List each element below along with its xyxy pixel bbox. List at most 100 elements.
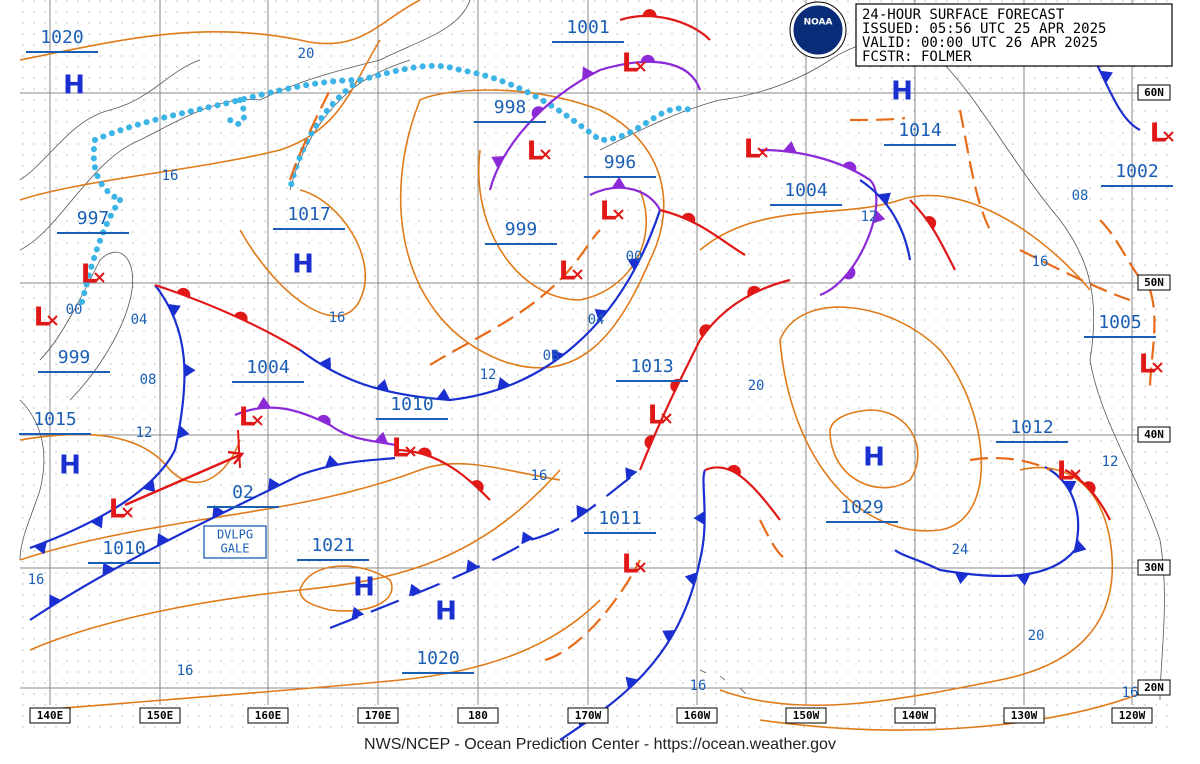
cold-symbol xyxy=(877,192,891,206)
warm-symbol xyxy=(471,480,484,492)
logo-text: NOAA xyxy=(804,18,833,28)
low-center: L xyxy=(622,49,639,79)
header-line: ISSUED: 05:56 UTC 25 APR 2025 xyxy=(862,21,1106,37)
warning-text: GALE xyxy=(221,542,250,556)
cold-symbol xyxy=(872,209,886,224)
lon-label: 160W xyxy=(684,709,711,722)
isobar-label: 00 xyxy=(626,249,643,265)
front xyxy=(1064,469,1111,521)
isobar-label: 12 xyxy=(1102,454,1119,470)
header-box xyxy=(855,3,1173,67)
dot-grid xyxy=(20,0,1170,728)
front xyxy=(488,60,702,191)
header-line: VALID: 00:00 UTC 26 APR 2025 xyxy=(862,35,1098,51)
warm-symbol xyxy=(843,161,857,172)
warm-symbol xyxy=(670,378,681,393)
lon-label: 150E xyxy=(147,709,174,722)
cold-symbol xyxy=(1016,573,1031,586)
front xyxy=(759,148,878,297)
front xyxy=(154,283,301,351)
ice-edge xyxy=(77,62,693,313)
arrow-head xyxy=(227,450,245,465)
isobar-label: 08 xyxy=(140,372,157,388)
cold-symbol xyxy=(954,572,969,585)
pressure-label: 1005 xyxy=(1098,312,1141,333)
lon-label-box xyxy=(1111,707,1153,724)
warm-symbol xyxy=(234,311,248,322)
cold-symbol xyxy=(684,572,698,586)
isobar-label: 08 xyxy=(543,348,560,364)
high-center: H xyxy=(292,250,314,280)
isobar-label: 12 xyxy=(136,425,153,441)
pressure-label: 1010 xyxy=(390,394,433,415)
lat-label-box xyxy=(1137,679,1171,696)
pressure-label: 999 xyxy=(505,219,538,240)
front xyxy=(234,406,396,447)
warning-box xyxy=(203,525,267,559)
lat-label-box xyxy=(1137,559,1171,576)
warm-symbol xyxy=(317,414,331,425)
pressure-label: 1014 xyxy=(898,120,941,141)
pressure-label: 1002 xyxy=(1115,161,1158,182)
lat-label: 20N xyxy=(1144,681,1164,694)
cold-symbol xyxy=(693,511,705,526)
isobar-label: 24 xyxy=(952,542,969,558)
low-mark xyxy=(613,209,624,220)
low-mark xyxy=(635,61,646,72)
front xyxy=(704,466,781,521)
noaa-logo xyxy=(790,2,846,58)
lat-label-box xyxy=(1137,426,1171,443)
warm-symbol xyxy=(925,216,937,229)
front xyxy=(859,179,912,261)
isobar-label: 04 xyxy=(131,312,148,328)
lon-label-box xyxy=(457,707,499,724)
cold-symbol xyxy=(267,477,281,491)
cold-symbol xyxy=(184,363,196,378)
low-mark xyxy=(572,269,583,280)
low-center: L xyxy=(239,403,256,433)
low-mark xyxy=(540,149,551,160)
pressure-label: 02 xyxy=(232,482,254,503)
cold-symbol xyxy=(611,176,626,188)
isobar-label: 16 xyxy=(531,468,548,484)
cold-symbol xyxy=(212,505,225,519)
pressure-label: 1004 xyxy=(784,180,827,201)
isobar-label: 00 xyxy=(66,302,83,318)
lon-label-box xyxy=(247,707,289,724)
cold-symbol xyxy=(1063,480,1077,493)
isobar-label: 20 xyxy=(1028,628,1045,644)
pressure-label: 997 xyxy=(77,208,110,229)
lat-label: 40N xyxy=(1144,428,1164,441)
low-mark xyxy=(757,147,768,158)
cold-symbol xyxy=(375,379,389,392)
isobar-label: 12 xyxy=(480,367,497,383)
low-center: L xyxy=(1150,119,1167,149)
lon-label: 120W xyxy=(1119,709,1146,722)
warm-symbol xyxy=(176,287,191,298)
lon-label-box xyxy=(567,707,609,724)
lat-label: 30N xyxy=(1144,561,1164,574)
cold-symbol xyxy=(177,425,190,439)
low-center: L xyxy=(622,550,639,580)
header-line: FCSTR: FOLMER xyxy=(862,49,972,65)
cold-symbol xyxy=(625,676,639,690)
cold-symbol xyxy=(351,606,365,620)
front xyxy=(299,209,662,402)
front xyxy=(619,14,711,41)
front xyxy=(849,116,1051,471)
warm-symbol xyxy=(531,106,544,119)
cold-symbol xyxy=(157,533,170,547)
pressure-label: 1020 xyxy=(40,27,83,48)
lon-label-box xyxy=(29,707,71,724)
low-center: L xyxy=(81,260,98,290)
low-mark xyxy=(252,415,263,426)
pressure-label: 1021 xyxy=(311,535,354,556)
lon-label: 160E xyxy=(255,709,282,722)
cold-symbol xyxy=(325,455,339,468)
cold-symbol xyxy=(374,431,389,444)
lon-label-box xyxy=(894,707,936,724)
lon-label-box xyxy=(139,707,181,724)
isobar-label: 16 xyxy=(1122,685,1139,701)
front xyxy=(589,186,661,211)
